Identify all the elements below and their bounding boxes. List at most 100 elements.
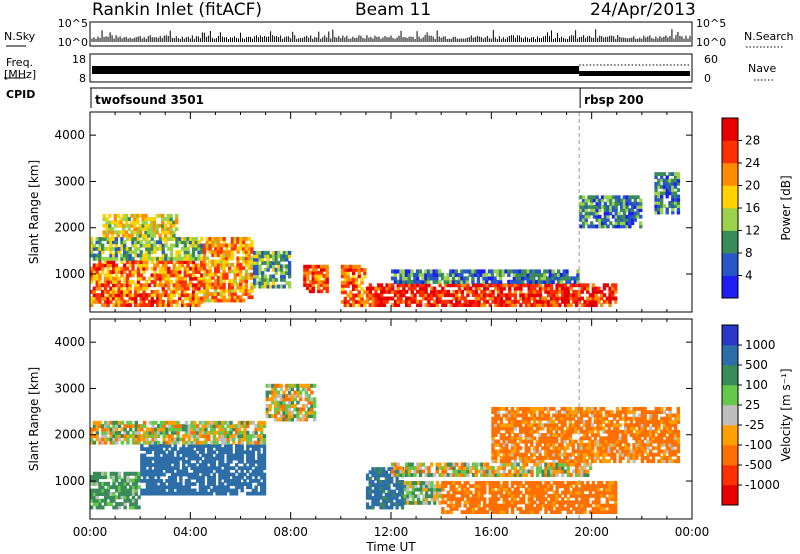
data-cell [363,290,367,295]
data-cell [154,463,158,467]
data-cell [200,289,204,294]
data-cell [189,296,193,301]
data-cell [535,469,540,474]
data-cell [134,420,138,425]
data-cell [236,295,240,300]
data-cell [603,221,607,226]
data-cell [296,400,300,405]
beam-label: Beam 11 [355,0,432,20]
data-cell [156,293,160,298]
data-cell [207,485,211,490]
data-cell [441,484,445,489]
data-cell [519,472,523,478]
data-cell [105,217,109,222]
data-cell [225,246,229,251]
data-cell [395,502,399,507]
data-cell [505,462,509,467]
data-cell [179,488,183,493]
data-cell [98,260,102,265]
data-cell [226,488,230,493]
data-cell [183,246,187,251]
data-cell [496,283,501,288]
data-cell [161,230,165,235]
data-cell [569,293,573,298]
data-cell [365,293,370,298]
data-cell [222,269,226,274]
data-cell [494,286,498,291]
data-cell [614,195,618,200]
data-cell [416,303,420,308]
data-cell [296,390,300,395]
data-cell [462,269,467,274]
data-cell [600,205,605,209]
data-cell [519,469,523,474]
data-cell [343,300,348,304]
data-cell [310,410,314,415]
data-cell [240,482,244,486]
data-cell [205,285,210,290]
data-cell [261,254,265,259]
data-cell [263,267,268,272]
data-cell [112,266,116,271]
data-cell [549,503,554,508]
data-cell [273,397,278,402]
data-cell [169,217,173,222]
data-cell [246,424,250,429]
data-cell [137,485,141,490]
data-cell [106,303,110,308]
data-cell [430,490,434,495]
data-cell [512,276,517,281]
data-cell [505,446,509,451]
data-cell [209,466,214,471]
data-cell [603,205,607,209]
data-cell [410,472,414,478]
data-cell [449,303,453,308]
data-cell [580,503,584,508]
data-cell [179,456,183,461]
data-cell [131,505,136,510]
data-cell [195,424,200,429]
data-cell [214,272,218,277]
data-cell [416,497,421,502]
data-cell [159,491,164,496]
data-cell [233,295,237,300]
data-cell [124,223,129,228]
data-cell [198,491,203,496]
data-cell [159,427,164,432]
data-cell [363,267,367,272]
data-cell [250,285,254,290]
data-cell [402,269,406,274]
data-cell [239,243,243,248]
data-cell [594,490,598,495]
data-cell [413,465,417,471]
data-cell [505,503,509,508]
data-cell [518,433,523,437]
data-cell [147,250,152,255]
data-cell [169,270,174,274]
data-cell [376,467,380,471]
data-cell [654,201,658,205]
data-cell [148,430,152,435]
data-cell [399,269,403,274]
data-cell [396,279,400,284]
data-cell [240,475,244,480]
data-cell [671,210,675,215]
data-cell [513,423,517,428]
data-cell [126,481,130,486]
data-cell [201,459,205,464]
data-cell [215,485,219,490]
data-cell [220,475,225,480]
data-cell [145,469,150,474]
data-cell [183,270,187,274]
data-cell [415,272,420,277]
data-cell [482,299,487,304]
data-cell [178,270,182,274]
data-cell [583,506,587,511]
data-cell [244,259,249,264]
data-cell [502,469,506,474]
data-cell [507,429,512,434]
data-cell [271,393,275,398]
data-cell [247,246,251,251]
data-cell [172,289,176,294]
data-cell [282,274,286,279]
